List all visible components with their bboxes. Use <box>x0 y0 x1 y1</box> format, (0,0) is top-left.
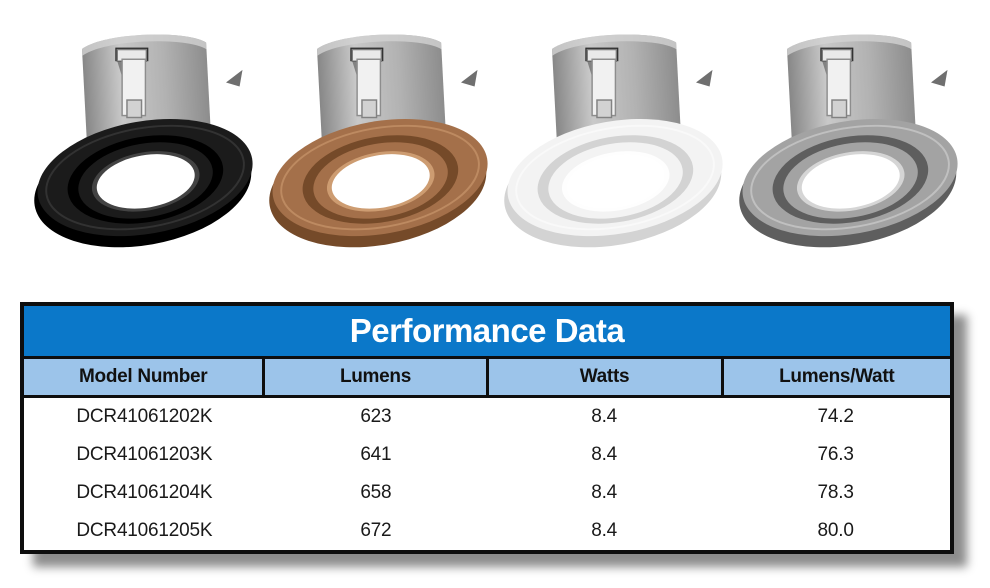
cell-lumens: 641 <box>360 444 392 465</box>
can-body <box>551 34 682 147</box>
downlight-illustration <box>504 34 723 248</box>
cell-lumens: 658 <box>360 482 392 503</box>
trim-ring <box>269 118 488 248</box>
table-row: DCR41061204K 658 8.4 78.3 <box>24 474 950 512</box>
mounting-clip <box>585 47 619 119</box>
cell-lumens-per-watt: 78.3 <box>817 482 854 503</box>
downlight-illustration <box>269 34 488 248</box>
downlight-nickel <box>731 6 964 296</box>
cell-lumens-per-watt: 80.0 <box>817 520 854 541</box>
product-gallery <box>0 2 990 300</box>
downlight-illustration <box>34 34 253 248</box>
performance-table: Performance Data Model Number Lumens Wat… <box>20 302 954 554</box>
cell-model: DCR41061204K <box>76 482 213 503</box>
trim-ring <box>34 118 253 248</box>
cell-watts: 8.4 <box>591 444 618 465</box>
column-header-watts: Watts <box>489 359 724 395</box>
mounting-clip <box>115 47 149 119</box>
trim-ring <box>504 118 723 248</box>
downlight-black <box>26 6 259 296</box>
cell-lumens-per-watt: 74.2 <box>817 406 854 427</box>
trim-ring <box>739 118 958 248</box>
cell-watts: 8.4 <box>591 406 618 427</box>
table-title: Performance Data <box>24 306 950 359</box>
can-body <box>786 34 917 147</box>
cell-lumens: 623 <box>360 406 392 427</box>
cell-watts: 8.4 <box>591 520 618 541</box>
torsion-spring-tab <box>460 69 478 87</box>
cell-model: DCR41061202K <box>76 406 213 427</box>
cell-model: DCR41061205K <box>76 520 213 541</box>
cell-watts: 8.4 <box>591 482 618 503</box>
cell-lumens-per-watt: 76.3 <box>817 444 854 465</box>
downlight-bronze <box>261 6 494 296</box>
table-row: DCR41061203K 641 8.4 76.3 <box>24 436 950 474</box>
downlight-illustration <box>739 34 958 248</box>
table-row: DCR41061205K 672 8.4 80.0 <box>24 512 950 550</box>
torsion-spring-tab <box>695 69 713 87</box>
torsion-spring-tab <box>930 69 948 87</box>
mounting-clip <box>820 47 854 119</box>
can-body <box>316 34 447 147</box>
table-header-row: Model Number Lumens Watts Lumens/Watt <box>24 359 950 398</box>
mounting-clip <box>350 47 384 119</box>
column-header-model-number: Model Number <box>24 359 266 395</box>
column-header-lumens-per-watt: Lumens/Watt <box>779 366 895 387</box>
torsion-spring-tab <box>225 69 243 87</box>
column-header-lumens: Lumens <box>265 359 489 395</box>
table-row: DCR41061202K 623 8.4 74.2 <box>24 398 950 436</box>
downlight-white <box>496 6 729 296</box>
cell-model: DCR41061203K <box>76 444 213 465</box>
can-body <box>81 34 212 147</box>
cell-lumens: 672 <box>360 520 392 541</box>
